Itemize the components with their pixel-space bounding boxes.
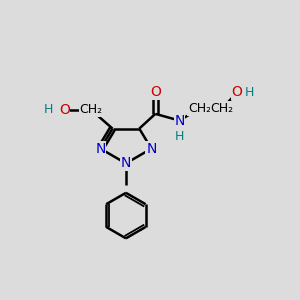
Text: H: H — [44, 103, 53, 116]
Text: N: N — [95, 142, 106, 156]
Text: CH₂: CH₂ — [80, 103, 103, 116]
Text: CH₂: CH₂ — [188, 102, 211, 115]
Text: H: H — [244, 86, 254, 99]
Text: N: N — [174, 114, 184, 128]
Text: H: H — [175, 130, 184, 143]
Text: O: O — [59, 103, 70, 117]
Text: N: N — [146, 142, 157, 156]
Text: N: N — [121, 156, 131, 170]
Text: O: O — [150, 85, 161, 99]
Text: O: O — [232, 85, 242, 99]
Text: CH₂: CH₂ — [211, 102, 234, 115]
